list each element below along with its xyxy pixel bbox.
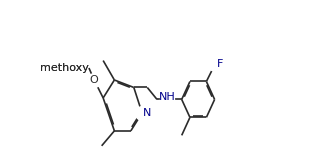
Text: O: O [90, 75, 98, 85]
Text: NH: NH [159, 92, 176, 102]
Text: N: N [143, 108, 152, 118]
Text: methoxy: methoxy [40, 63, 89, 73]
Text: F: F [216, 59, 223, 69]
Text: methoxy: methoxy [40, 63, 89, 73]
